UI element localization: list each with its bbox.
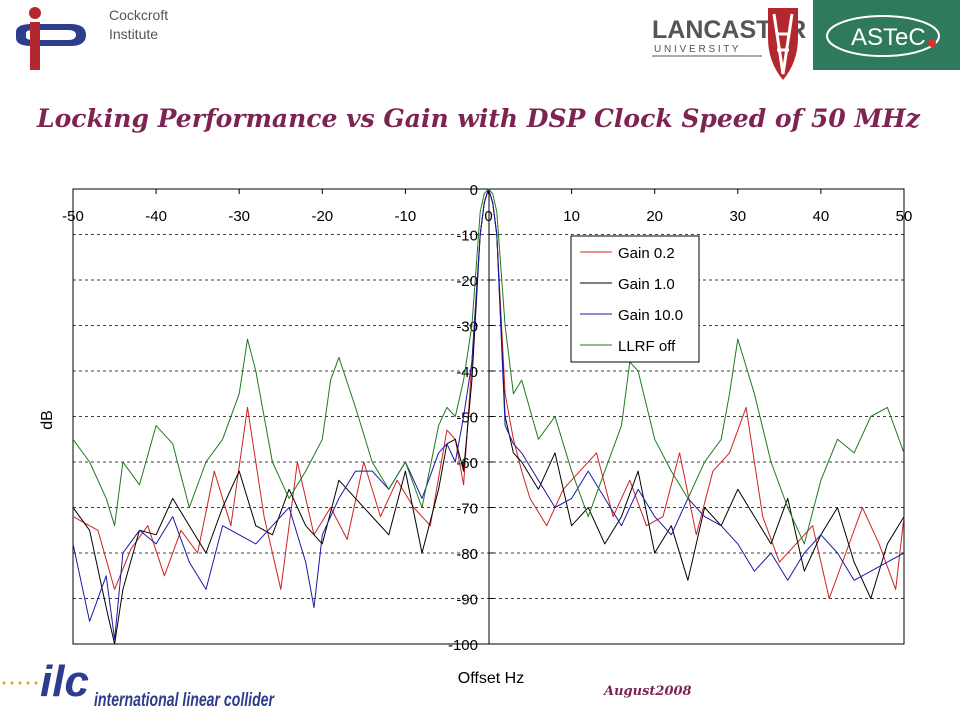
chart-legend: Gain 0.2 Gain 1.0 Gain 10.0 LLRF off [570, 235, 700, 363]
y-tick-label: 0 [470, 182, 478, 199]
x-tick-label: -10 [395, 208, 417, 225]
series-lines [72, 188, 905, 645]
axis-ticks: 0-10-20-30-40-50-60-70-80-90-100-50 -40 -3… [62, 182, 912, 654]
lancaster-crest-icon [768, 8, 798, 80]
y-tick-label: -60 [456, 455, 478, 472]
x-tick-label: -20 [311, 208, 333, 225]
x-tick-label: 10 [563, 208, 580, 225]
slide-date: August2008 [604, 684, 692, 699]
slide-title: Locking Performance vs Gain with DSP Clo… [37, 104, 920, 133]
x-tick-label: 20 [646, 208, 663, 225]
x-tick-label: 30 [729, 208, 746, 225]
astec-logo: ASTeC [813, 0, 960, 70]
ilc-logo: ilc international linear collider [2, 657, 275, 711]
legend-label: LLRF off [618, 338, 676, 355]
y-tick-label: -80 [456, 546, 478, 563]
x-tick-label: -30 [228, 208, 250, 225]
legend-box [570, 235, 700, 363]
series-line-gain-10-0 [72, 188, 905, 640]
institute-name-line2: Institute [109, 26, 159, 42]
y-tick-label: -100 [448, 637, 478, 654]
legend-label: Gain 1.0 [618, 276, 675, 293]
series-line-llrf-off [72, 188, 905, 545]
y-tick-label: -10 [456, 228, 478, 245]
astec-dot-icon [928, 39, 936, 47]
y-tick-label: -90 [456, 592, 478, 609]
institute-name: Cockcroft Institute [109, 6, 168, 44]
ilc-dots-icon [2, 681, 38, 685]
x-tick-label: 40 [813, 208, 830, 225]
y-tick-label: -40 [456, 364, 478, 381]
institute-name-line1: Cockcroft [109, 7, 169, 23]
x-tick-label: -50 [62, 208, 84, 225]
legend-label: Gain 10.0 [618, 307, 683, 324]
x-tick-label: 0 [484, 208, 492, 225]
y-axis-label: dB [39, 410, 56, 430]
ilc-text: international linear collider [94, 690, 275, 711]
x-tick-label: -40 [145, 208, 167, 225]
y-tick-label: -20 [456, 273, 478, 290]
legend-label: Gain 0.2 [618, 245, 675, 262]
ilc-mark: ilc [40, 657, 89, 706]
lancaster-university-logo: LANCASTER U N I V E R S I T Y [652, 8, 806, 80]
x-tick-label: 50 [896, 208, 913, 225]
x-axis-label: Offset Hz [458, 670, 524, 687]
university-wordmark: U N I V E R S I T Y [654, 44, 739, 55]
astec-wordmark: ASTeC [851, 24, 926, 51]
y-tick-label: -50 [456, 410, 478, 427]
cockcroft-institute-logo [16, 7, 86, 70]
y-tick-label: -70 [456, 501, 478, 518]
